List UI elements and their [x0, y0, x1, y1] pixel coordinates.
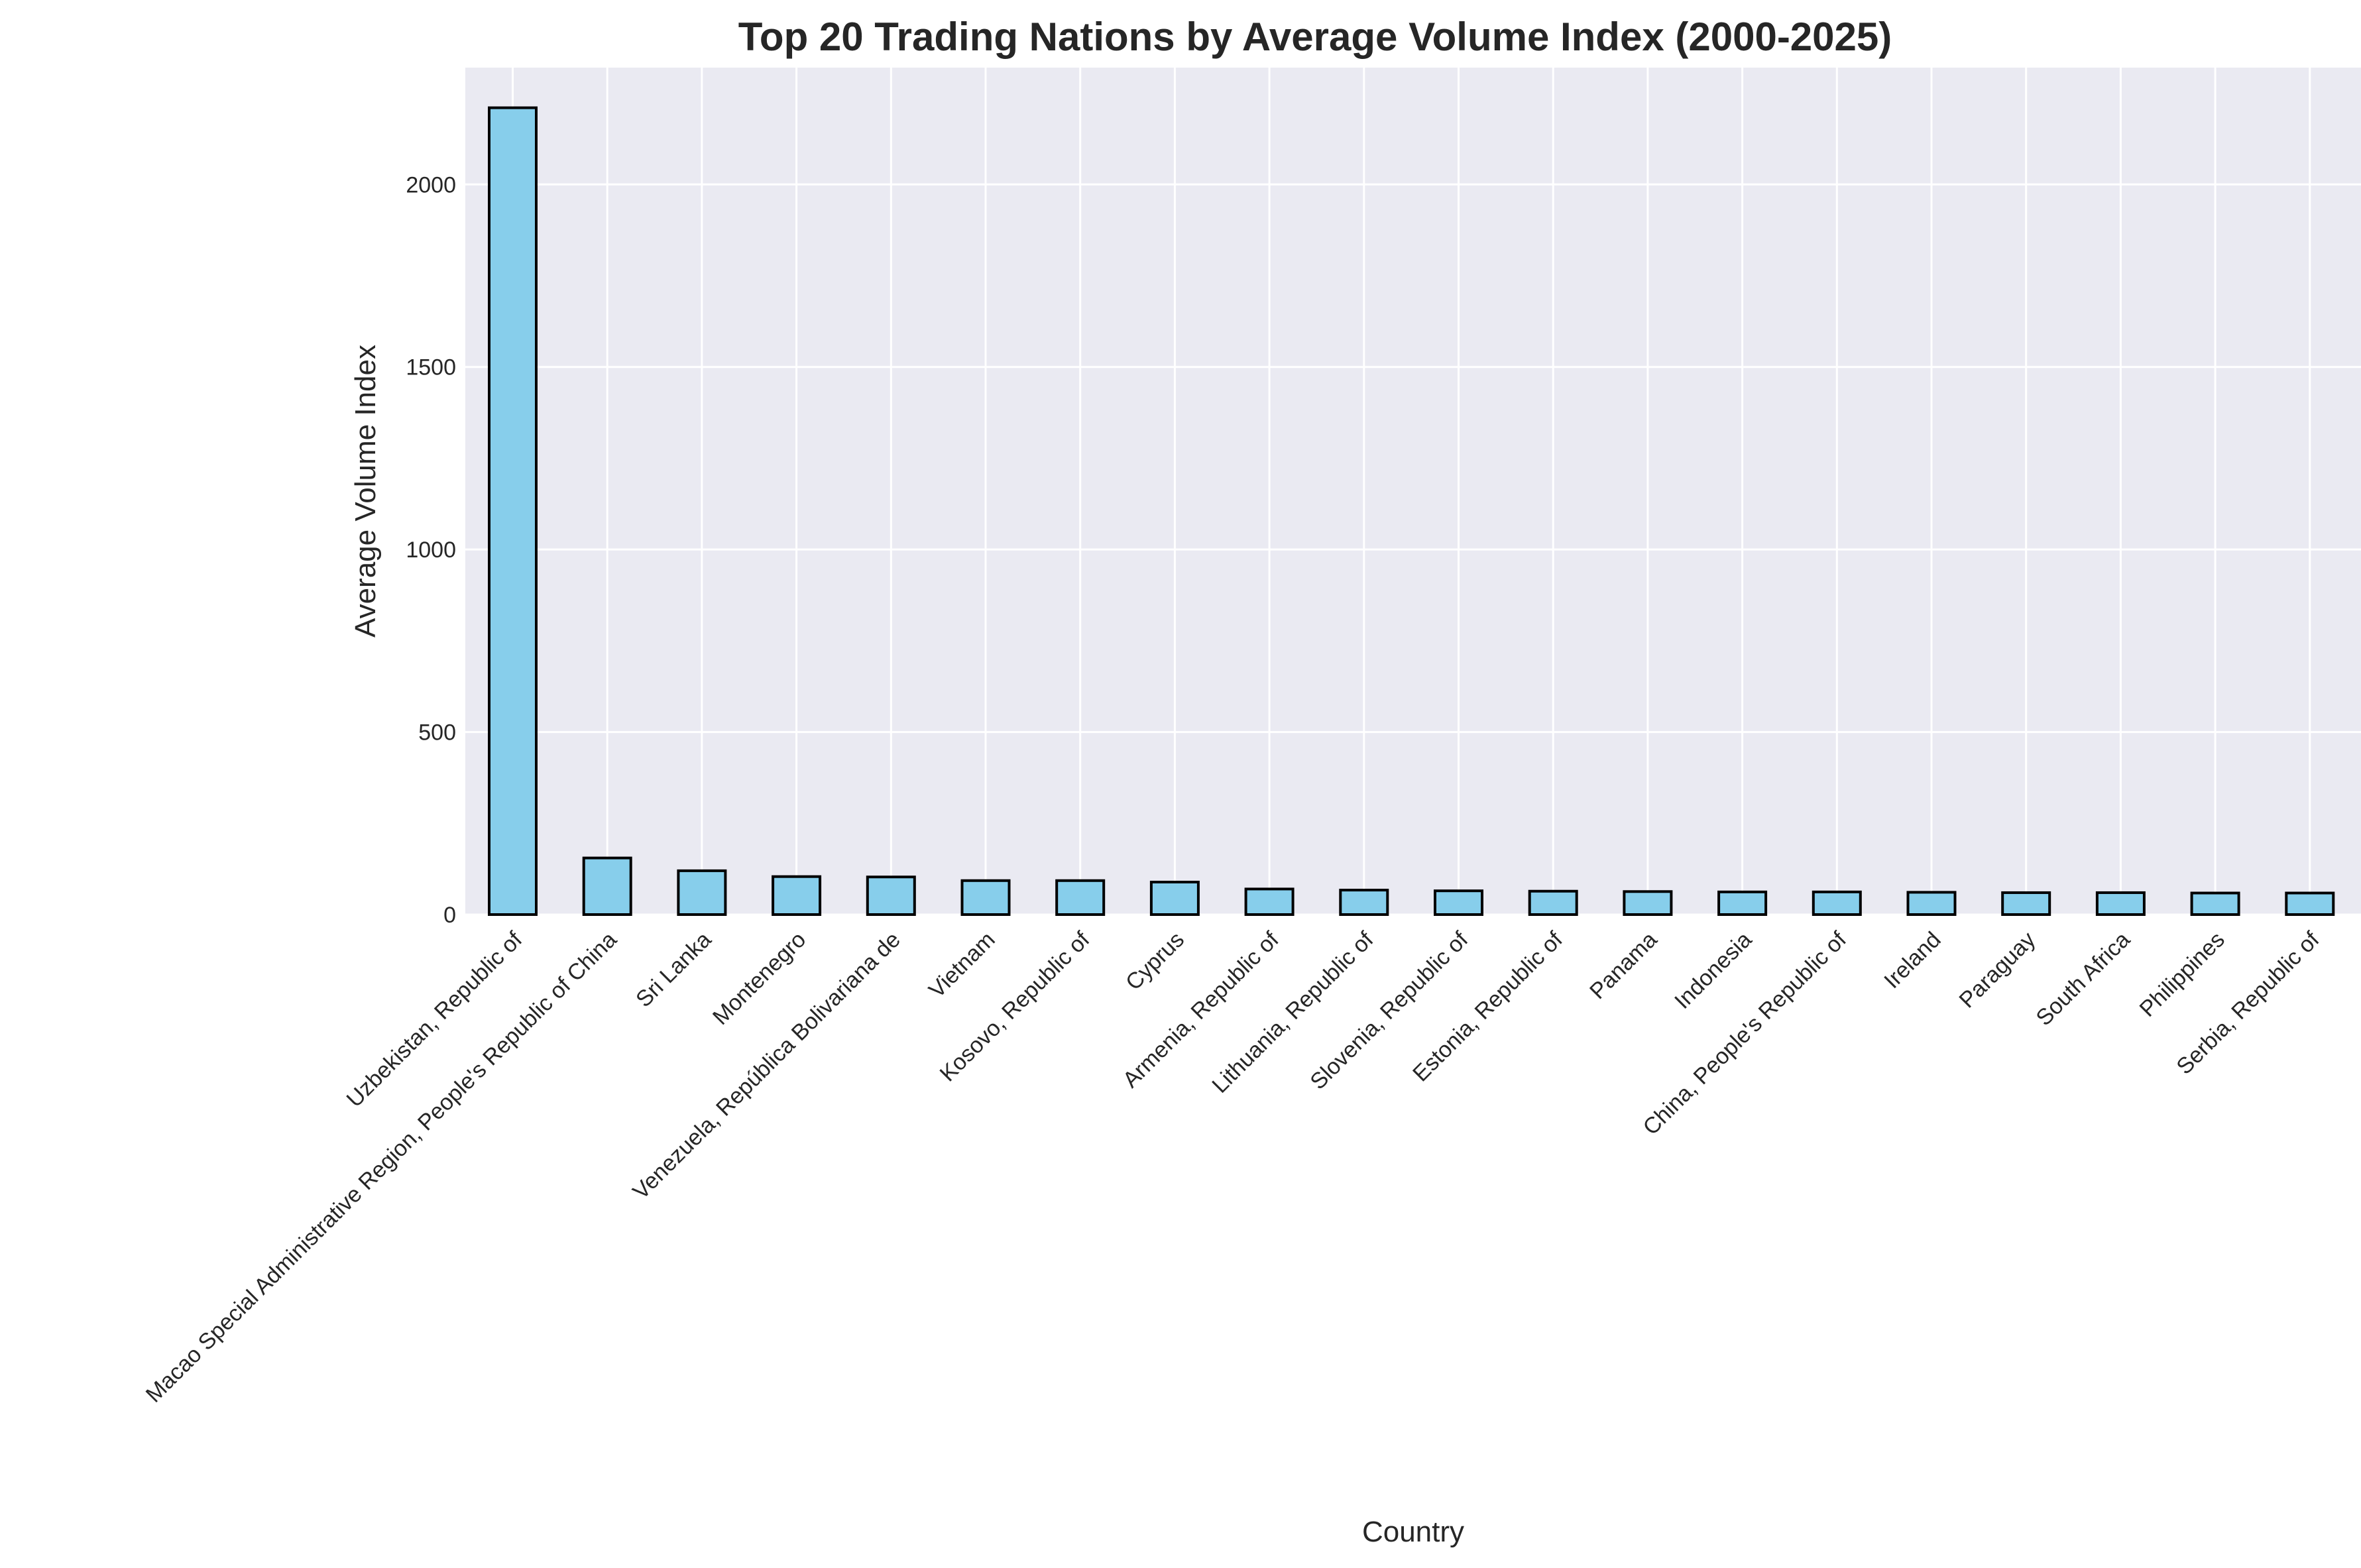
bar [772, 875, 822, 916]
x-tick-label: Cyprus [1121, 927, 1189, 995]
bar [1528, 889, 1578, 917]
bar [582, 856, 632, 916]
y-tick-label: 2000 [406, 172, 456, 197]
x-tick-label: Panama [1585, 927, 1662, 1004]
bar [1623, 890, 1673, 916]
x-axis-label: Country [1362, 1516, 1464, 1548]
bar [488, 106, 538, 916]
bar [2190, 891, 2240, 917]
y-tick-label: 500 [418, 720, 456, 746]
x-tick-label: Armenia, Republic of [1118, 926, 1284, 1092]
x-tick-label: Lithuania, Republic of [1207, 926, 1378, 1097]
x-tick-label: China, People's Republic of [1638, 926, 1851, 1140]
x-tick-label: Sri Lanka [631, 927, 717, 1013]
y-axis-label: Average Volume Index [349, 345, 382, 638]
bar [2001, 891, 2051, 916]
chart-title: Top 20 Trading Nations by Average Volume… [738, 15, 1892, 59]
x-tick-label: Indonesia [1670, 927, 1756, 1014]
gridlines [465, 68, 2361, 916]
x-tick-label: South Africa [2032, 927, 2136, 1031]
bar [1906, 891, 1957, 917]
bar [1149, 880, 1200, 916]
plot-area [465, 68, 2361, 915]
bar [1244, 887, 1295, 917]
x-tick-label: Uzbekistan, Republic of [342, 926, 528, 1112]
bar [2095, 891, 2146, 916]
x-tick-label: Macao Special Administrative Region, Peo… [141, 927, 622, 1408]
bar [866, 875, 916, 917]
y-tick-label: 0 [443, 903, 456, 928]
x-tick-label: Ireland [1879, 927, 1945, 993]
bar [1717, 890, 1768, 917]
bar [960, 879, 1011, 916]
bar [1812, 890, 1862, 917]
x-tick-label: Philippines [2135, 927, 2230, 1022]
x-tick-label: Vietnam [924, 927, 1000, 1003]
y-axis-ticks: 0 500 1000 1500 2000 [406, 172, 456, 928]
y-tick-label: 1500 [406, 355, 456, 380]
x-tick-label: Slovenia, Republic of [1305, 926, 1473, 1094]
x-tick-label: Montenegro [708, 927, 811, 1030]
bars [488, 106, 2335, 917]
x-tick-label: Paraguay [1955, 927, 2041, 1013]
bar [677, 869, 727, 917]
bar [1434, 889, 1483, 917]
bar [2285, 891, 2335, 917]
bar [1055, 879, 1106, 916]
y-tick-label: 1000 [406, 537, 456, 563]
bar [1339, 889, 1389, 917]
